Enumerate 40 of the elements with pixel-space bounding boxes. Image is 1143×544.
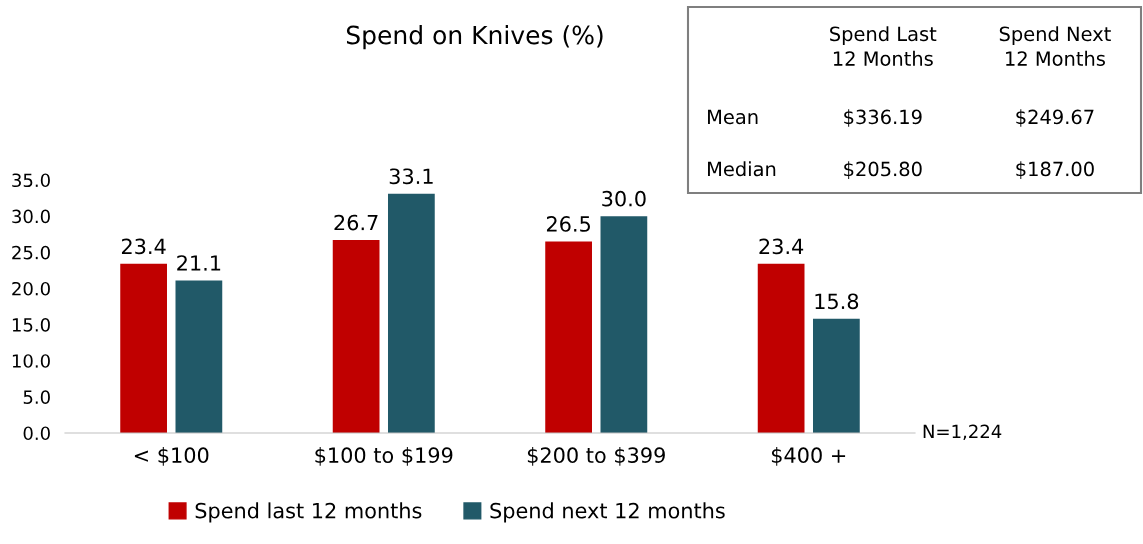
- category-label: Median: [708, 161, 776, 177]
- text: $249.67: [1016, 109, 1094, 127]
- y-tick-label: 20.0: [12, 281, 50, 296]
- data-label: 23.4: [121, 238, 166, 255]
- data-label: 21.1: [177, 255, 221, 271]
- x-tick-label: $100 to $199: [315, 446, 453, 466]
- bar: [120, 263, 167, 433]
- x-tick-label: < $100: [134, 446, 209, 466]
- text: $336.19: [844, 109, 922, 127]
- y-tick-label: 30.0: [12, 209, 50, 224]
- bar: [600, 216, 648, 433]
- data-label: 15.8: [815, 293, 859, 310]
- bar: [813, 318, 860, 433]
- bar: [175, 280, 223, 433]
- legend-label: Spend last 12 months: [195, 502, 422, 523]
- x-tick-label: $400 +: [771, 446, 846, 466]
- category-label: Spend Last 12 Months: [830, 26, 937, 66]
- bar: [388, 193, 435, 433]
- chart-title: Spend on Knives (%): [346, 25, 603, 50]
- y-tick-label: 5.0: [23, 390, 50, 404]
- data-label: 23.4: [759, 238, 804, 255]
- y-tick-label: 0.0: [23, 426, 50, 441]
- text: N=1,224: [923, 424, 1002, 441]
- bar: [545, 241, 592, 433]
- data-label: 26.5: [546, 216, 590, 232]
- data-label: 33.1: [389, 168, 433, 185]
- x-tick-label: $200 to $399: [527, 446, 665, 466]
- data-label: 30.0: [602, 190, 646, 207]
- y-tick-label: 35.0: [12, 173, 50, 188]
- legend-label: Spend next 12 months: [490, 502, 725, 523]
- y-tick-label: 25.0: [12, 245, 50, 260]
- category-label: Spend Next 12 Months: [999, 26, 1111, 66]
- text: $187.00: [1016, 161, 1094, 179]
- bar: [332, 240, 380, 433]
- y-tick-label: 10.0: [12, 354, 50, 368]
- data-label: 26.7: [334, 214, 378, 231]
- bar: [757, 263, 805, 433]
- text: $205.80: [844, 161, 922, 179]
- y-tick-label: 15.0: [12, 318, 50, 332]
- category-label: Mean: [708, 109, 758, 125]
